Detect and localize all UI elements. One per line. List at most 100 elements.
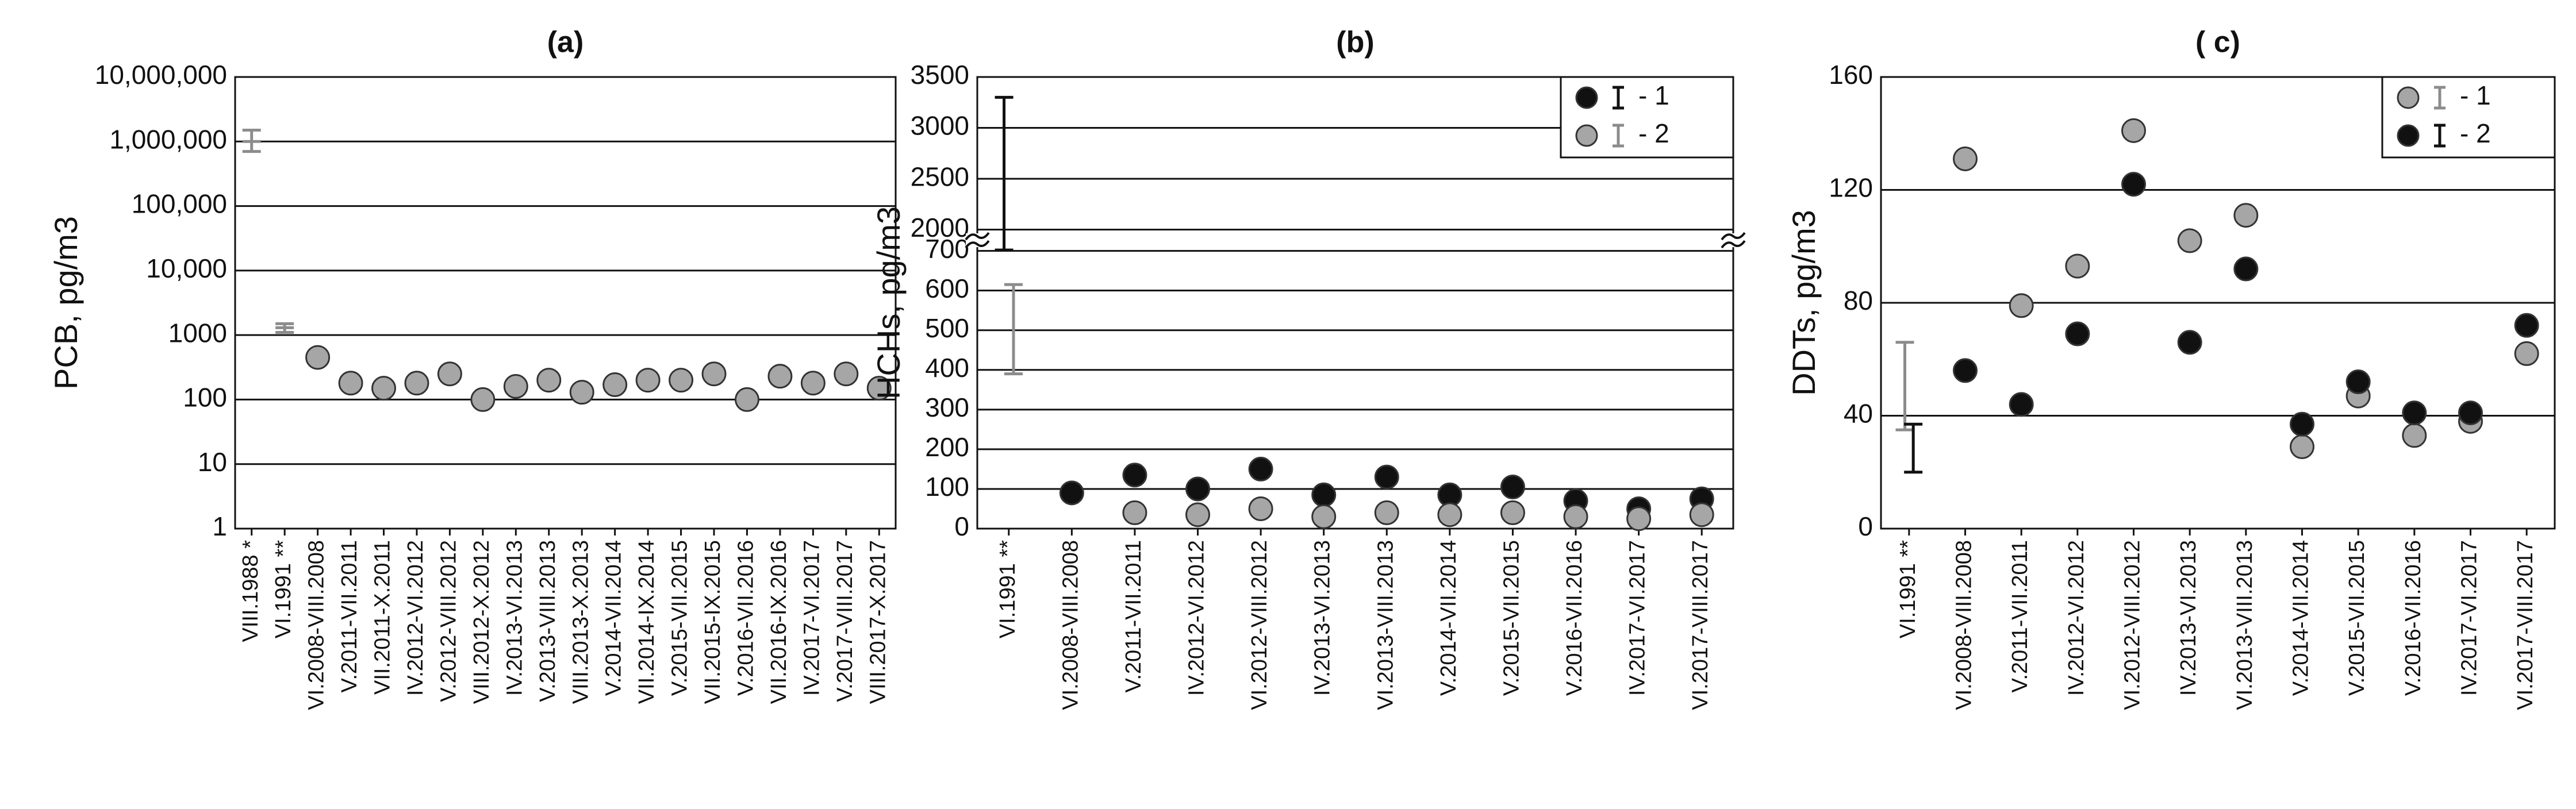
y-tick-label: 40 <box>1844 399 1873 429</box>
data-point <box>2233 203 2259 228</box>
data-point <box>669 368 694 393</box>
data-point <box>1500 474 1525 499</box>
data-point <box>1500 500 1525 525</box>
y-tick-label: 600 <box>925 273 969 303</box>
data-point <box>866 376 892 401</box>
data-point <box>1953 358 1978 383</box>
x-tick-label: IV.2012-VI.2012 <box>2064 540 2089 696</box>
error-bar <box>1895 341 1914 432</box>
data-point <box>2065 321 2090 346</box>
x-tick-label: VIII.2012-X.2012 <box>470 540 494 704</box>
y-tick-label: 3500 <box>911 60 969 90</box>
y-tick-label: 120 <box>1829 173 1873 203</box>
x-tick-label: VI.2012-VIII.2012 <box>1247 540 1272 710</box>
data-point <box>2402 400 2427 426</box>
y-tick-label: 10,000 <box>146 253 227 283</box>
axis-break-mark <box>1721 232 1746 241</box>
data-point <box>701 361 727 387</box>
x-tick-label: IV.2017-VI.2017 <box>2458 540 2482 696</box>
data-point <box>1311 482 1337 507</box>
legend-errorbar <box>2434 124 2446 148</box>
y-tick-label: 300 <box>925 392 969 422</box>
error-bar <box>242 129 261 153</box>
data-point <box>569 380 594 405</box>
legend-errorbar <box>1613 86 1624 110</box>
x-tick-label: V.2017-VIII.2017 <box>833 540 857 702</box>
legend-label: - 2 <box>1638 118 1669 148</box>
x-tick-label: VIII.1988 * <box>239 540 263 642</box>
axis-break-mark <box>965 240 990 249</box>
y-tick-label: 400 <box>925 353 969 383</box>
x-tick-label: VI.2017-VIII.2017 <box>1688 540 1713 710</box>
error-bar <box>275 322 294 334</box>
x-tick-label: V.2014-VII.2014 <box>1437 540 1461 696</box>
data-point <box>800 371 826 396</box>
data-point <box>305 345 331 370</box>
x-tick-label: VI.2012-VIII.2012 <box>2121 540 2145 710</box>
legend-marker <box>1575 86 1598 109</box>
data-point <box>2009 293 2034 318</box>
legend-marker <box>2397 86 2420 109</box>
plot-frame <box>976 76 1734 530</box>
data-point <box>404 371 429 396</box>
data-point <box>371 376 397 401</box>
x-tick-label: VI.2013-VIII.2013 <box>2233 540 2257 710</box>
data-point <box>1374 464 1399 490</box>
x-tick-label: VI.1991 ** <box>1896 540 1920 638</box>
x-tick-label: V.2011-VII.2011 <box>337 540 362 693</box>
data-point <box>2121 118 2146 143</box>
x-tick-label: VI.2008-VIII.2008 <box>1058 540 1082 710</box>
data-point <box>1248 456 1273 481</box>
x-tick-label: IV.2013-VI.2013 <box>2176 540 2201 696</box>
data-point <box>503 374 528 399</box>
data-point <box>1953 146 1978 171</box>
legend-label: - 1 <box>2460 80 2491 110</box>
x-tick-label: V.2013-VIII.2013 <box>536 540 560 702</box>
x-tick-label: V.2014-VII.2014 <box>2289 540 2313 696</box>
x-tick-label: VI.2017-VIII.2017 <box>2513 540 2537 710</box>
x-tick-label: VI.1991 ** <box>271 540 295 638</box>
plot-frame <box>1880 76 2556 530</box>
data-point <box>602 372 628 398</box>
x-tick-label: VI.2008-VIII.2008 <box>305 540 329 710</box>
axis-break-mark <box>1721 240 1746 249</box>
legend-label: - 1 <box>1638 80 1669 110</box>
data-point <box>1689 502 1714 527</box>
y-axis-label: HCHs, pg/m3 <box>870 206 907 399</box>
y-tick-label: 100 <box>183 383 227 413</box>
data-point <box>834 361 859 387</box>
x-tick-label: V.2015-VII.2015 <box>668 540 692 696</box>
x-tick-label: IV.2012-VI.2012 <box>404 540 428 696</box>
x-tick-label: VII.2016-IX.2016 <box>767 540 791 704</box>
data-point <box>2009 392 2034 417</box>
x-tick-label: VIII.2017-X.2017 <box>866 540 890 704</box>
y-tick-label: 1000 <box>168 318 227 348</box>
x-tick-label: VII.2015-IX.2015 <box>701 540 725 704</box>
y-axis-label: DDTs, pg/m3 <box>1786 210 1822 396</box>
data-point <box>1185 476 1211 502</box>
data-point <box>2121 172 2146 197</box>
x-tick-label: V.2015-VII.2015 <box>1499 540 1523 696</box>
y-tick-label: 80 <box>1844 286 1873 315</box>
x-tick-label: VIII.2013-X.2013 <box>569 540 593 704</box>
error-bar <box>1904 422 1923 474</box>
data-point <box>734 387 759 412</box>
x-tick-label: V.2012-VIII.2012 <box>436 540 460 702</box>
x-tick-label: VII.2011-X.2011 <box>371 540 395 695</box>
legend-label: - 2 <box>2460 118 2491 148</box>
x-tick-label: IV.2012-VI.2012 <box>1185 540 1209 696</box>
data-point <box>2177 228 2202 253</box>
data-point <box>2290 434 2314 460</box>
data-point <box>767 364 793 389</box>
y-tick-label: 2500 <box>911 161 969 191</box>
y-tick-label: 1 <box>212 511 227 541</box>
data-point <box>1563 504 1588 529</box>
panel-title: (a) <box>547 26 584 59</box>
data-point <box>338 371 363 396</box>
data-point <box>2514 341 2539 366</box>
data-point <box>437 361 462 387</box>
data-point <box>1122 463 1147 488</box>
x-tick-label: V.2016-VII.2016 <box>2401 540 2425 696</box>
x-tick-label: V.2011-VII.2011 <box>2008 540 2032 693</box>
